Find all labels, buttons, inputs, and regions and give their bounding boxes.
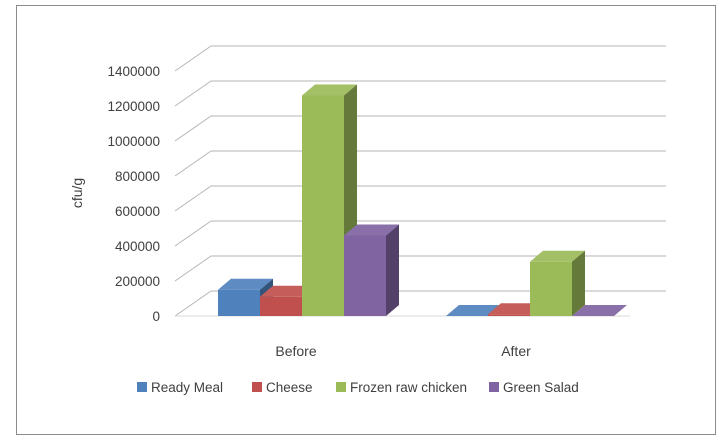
legend-label: Green Salad xyxy=(503,380,579,395)
gridline-side xyxy=(174,290,212,317)
bar-side xyxy=(572,250,585,316)
y-tick-label: 200000 xyxy=(115,274,160,289)
gridline-side xyxy=(174,255,212,282)
bar xyxy=(530,250,585,316)
legend-item: Cheese xyxy=(252,380,313,395)
y-axis-label: cfu/g xyxy=(69,178,85,208)
bar-top xyxy=(218,278,273,290)
legend-item: Green Salad xyxy=(489,380,579,395)
bar-chart: 0 200000 400000 600000 800000 1000000 1200000 1… xyxy=(69,45,666,395)
y-tick-label: 400000 xyxy=(115,239,160,254)
x-axis: Before After xyxy=(275,343,531,359)
legend-label: Frozen raw chicken xyxy=(350,380,467,395)
y-tick-label: 1400000 xyxy=(107,64,160,79)
y-tick-label: 1000000 xyxy=(107,134,160,149)
bar-front xyxy=(530,261,572,316)
legend-swatch xyxy=(336,382,346,392)
gridlines xyxy=(174,45,666,317)
y-axis: 0 200000 400000 600000 800000 1000000 1200000 1… xyxy=(107,64,160,324)
bar-front xyxy=(260,296,302,316)
y-tick-label: 600000 xyxy=(115,204,160,219)
bar xyxy=(572,305,627,316)
bar-front xyxy=(344,235,386,316)
category-label: Before xyxy=(275,343,316,359)
y-tick-label: 1200000 xyxy=(107,99,160,114)
bar-front xyxy=(302,95,344,316)
bar xyxy=(344,224,399,316)
bar-front xyxy=(218,289,260,316)
category-label: After xyxy=(501,343,531,359)
chart-frame xyxy=(16,5,716,435)
legend: Ready Meal Cheese Frozen raw chicken Green … xyxy=(137,380,579,395)
legend-swatch xyxy=(252,382,262,392)
gridline-side xyxy=(174,115,212,142)
bar-top xyxy=(302,84,357,96)
bar-top xyxy=(488,303,543,315)
y-tick-label: 800000 xyxy=(115,169,160,184)
bar-top xyxy=(344,224,399,236)
legend-swatch xyxy=(137,382,147,392)
bars xyxy=(218,84,627,316)
legend-swatch xyxy=(489,382,499,392)
bar-front xyxy=(488,314,530,316)
gridline-side xyxy=(174,150,212,177)
gridline-side xyxy=(174,80,212,107)
legend-label: Ready Meal xyxy=(151,380,223,395)
bar xyxy=(446,305,501,316)
legend-item: Frozen raw chicken xyxy=(336,380,467,395)
bar-top xyxy=(260,285,315,297)
bar-top xyxy=(446,305,501,316)
legend-item: Ready Meal xyxy=(137,380,223,395)
gridline-side xyxy=(174,220,212,247)
bar-side xyxy=(386,224,399,316)
bar-top xyxy=(530,250,585,262)
legend-label: Cheese xyxy=(266,380,313,395)
bar-top xyxy=(572,305,627,316)
gridline-side xyxy=(174,185,212,212)
y-tick-label: 0 xyxy=(152,309,160,324)
gridline-side xyxy=(174,45,212,72)
